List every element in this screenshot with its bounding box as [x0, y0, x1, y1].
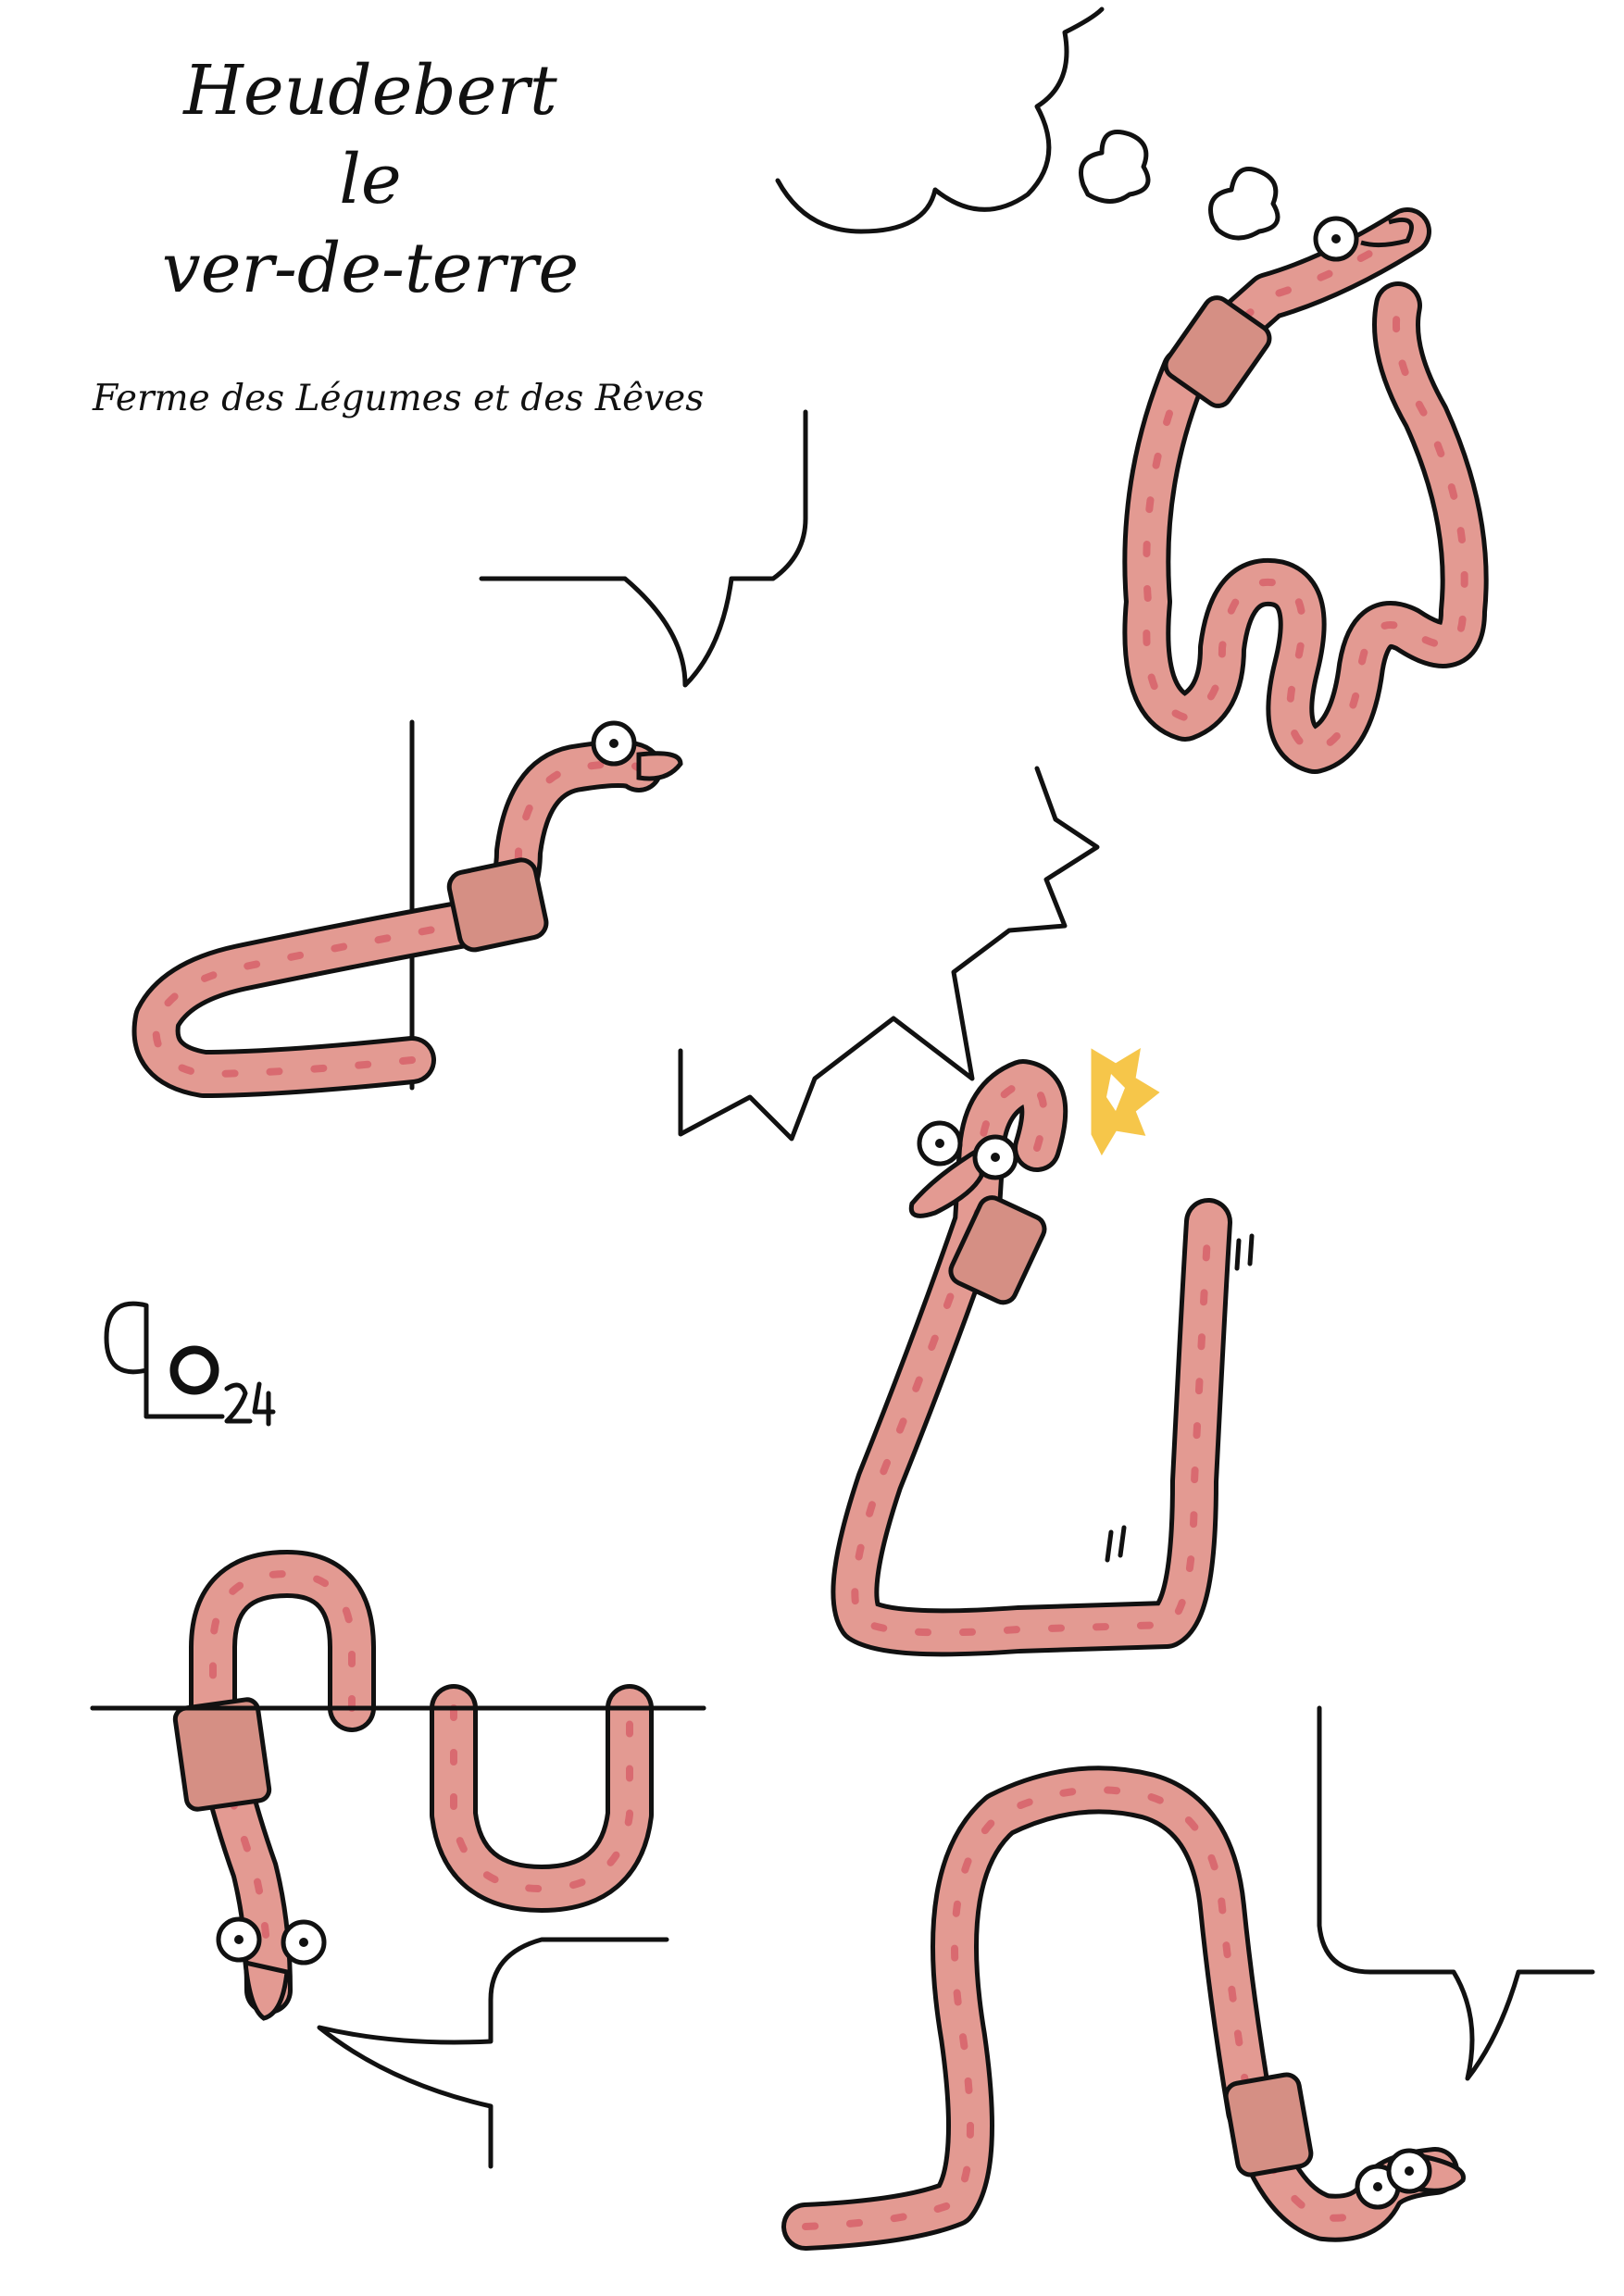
signature-icon: [104, 1301, 276, 1427]
speech-bubble-icon: [1317, 1705, 1595, 2081]
thought-cloud-icon: [775, 6, 1280, 241]
shout-bubble-icon: [678, 766, 1100, 1142]
worm-icon: [1122, 207, 1489, 774]
speech-bubble-icon: [317, 1937, 669, 2169]
worm-icon: [831, 1059, 1255, 1657]
worm-icon: [90, 1550, 706, 2021]
title-line-3: ver-de-terre: [161, 229, 580, 308]
worm-icon: [781, 1766, 1466, 2251]
impact-burst-icon: [1091, 1048, 1160, 1156]
speech-bubble-icon: [479, 409, 808, 688]
subtitle: Ferme des Légumes et des Rêves: [93, 378, 705, 419]
title-block: Heudebert le ver-de-terre: [111, 46, 630, 313]
worm-icon: [131, 719, 683, 1098]
title-line-2: le: [339, 140, 402, 219]
title-line-1: Heudebert: [183, 51, 557, 131]
